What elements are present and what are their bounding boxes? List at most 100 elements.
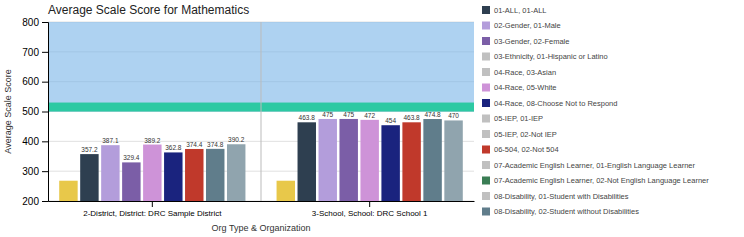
data-label: 374.4 <box>186 141 203 148</box>
data-label: 362.8 <box>165 144 182 151</box>
bar <box>402 122 420 201</box>
legend-swatch <box>482 53 490 61</box>
tick: 3-School, School: DRC School 1 <box>312 201 428 218</box>
tick-label: 3-School, School: DRC School 1 <box>312 209 428 218</box>
legend-label: 04-Race, 03-Asian <box>494 68 556 77</box>
tick: 500 <box>22 106 48 117</box>
legend-label: 07-Academic English Learner, 01-English … <box>494 161 695 170</box>
x-axis-title: Org Type & Organization <box>212 223 311 233</box>
legend-swatch <box>482 22 490 30</box>
plot-area <box>48 22 474 201</box>
bar <box>143 145 161 201</box>
data-label: 463.8 <box>299 114 316 121</box>
tick: 2-District, District: DRC Sample Distric… <box>83 201 222 218</box>
bar <box>339 119 357 201</box>
bar <box>227 144 245 201</box>
bar <box>185 149 203 201</box>
legend-item: 07-Academic English Learner, 02-Not Engl… <box>482 176 709 185</box>
legend-swatch <box>482 208 490 216</box>
tick-mark <box>42 171 48 172</box>
grid <box>48 22 474 201</box>
legend-swatch <box>482 161 490 169</box>
legend-item: 06-504, 02-Not 504 <box>482 145 559 154</box>
legend-item: 07-Academic English Learner, 01-English … <box>482 161 695 170</box>
legend-label: 08-Disability, 02-Student without Disabi… <box>494 207 639 216</box>
legend-swatch <box>482 146 490 154</box>
data-label: 389.2 <box>144 137 161 144</box>
bar <box>444 120 462 201</box>
bar <box>319 119 337 201</box>
legend-label: 05-IEP, 02-Not IEP <box>494 130 557 139</box>
bar <box>360 120 378 201</box>
legend-swatch <box>482 99 490 107</box>
tick-mark <box>42 201 48 202</box>
bar <box>122 162 140 201</box>
legend-label: 08-Disability, 01-Student with Disabilit… <box>494 192 629 201</box>
data-label: 329.4 <box>123 154 140 161</box>
legend-label: 06-504, 02-Not 504 <box>494 145 559 154</box>
data-label: 357.2 <box>81 146 98 153</box>
bar <box>277 181 295 201</box>
data-label: 475 <box>322 111 333 118</box>
bar <box>80 154 98 201</box>
axis-line <box>49 201 475 202</box>
x-axis: 2-District, District: DRC Sample Distric… <box>49 201 475 218</box>
bar <box>298 122 316 201</box>
legend-item: 05-IEP, 01-IEP <box>482 114 543 123</box>
legend-swatch <box>482 6 490 14</box>
bar <box>101 145 119 201</box>
y-axis-title: Average Scale Score <box>3 69 13 153</box>
legend-label: 04-Race, 08-Choose Not to Respond <box>494 99 617 108</box>
tick-label: 800 <box>22 17 39 28</box>
legend-swatch <box>482 192 490 200</box>
data-label: 474.8 <box>424 111 441 118</box>
tick-label: 700 <box>22 47 39 58</box>
data-label: 463.8 <box>403 114 420 121</box>
tick: 300 <box>22 166 48 177</box>
data-label: 470 <box>448 112 459 119</box>
legend-swatch <box>482 130 490 138</box>
legend-item: 03-Gender, 02-Female <box>482 37 569 46</box>
tick-mark <box>42 141 48 142</box>
legend-label: 01-ALL, 01-ALL <box>494 6 547 15</box>
legend: 01-ALL, 01-ALL 02-Gender, 01-Male 03-Gende… <box>482 6 709 217</box>
tick-label: 200 <box>22 196 39 207</box>
legend-label: 02-Gender, 01-Male <box>494 21 561 30</box>
legend-item: 04-Race, 05-White <box>482 83 557 92</box>
data-label: 374.8 <box>207 141 224 148</box>
legend-label: 03-Gender, 02-Female <box>494 37 569 46</box>
bar <box>206 149 224 201</box>
tick-label: 400 <box>22 136 39 147</box>
tick-mark <box>42 22 48 23</box>
legend-label: 07-Academic English Learner, 02-Not Engl… <box>494 176 709 185</box>
legend-item: 01-ALL, 01-ALL <box>482 6 547 15</box>
tick-label: 2-District, District: DRC Sample Distric… <box>83 209 222 218</box>
tick: 800 <box>22 17 48 28</box>
tick: 400 <box>22 136 48 147</box>
data-label: 475 <box>343 111 354 118</box>
legend-label: 05-IEP, 01-IEP <box>494 114 543 123</box>
y-axis: 200300400500600700800 <box>22 17 48 207</box>
tick-label: 500 <box>22 106 39 117</box>
bar <box>164 152 182 201</box>
legend-item: 02-Gender, 01-Male <box>482 21 561 30</box>
tick-mark <box>152 201 153 207</box>
legend-item: 04-Race, 08-Choose Not to Respond <box>482 99 617 108</box>
bar <box>59 181 77 201</box>
title: Average Scale Score for Mathematics <box>48 3 249 17</box>
tick-mark <box>42 52 48 53</box>
data-label: 390.2 <box>228 136 245 143</box>
tick: 700 <box>22 47 48 58</box>
bar <box>381 125 399 201</box>
axis-line <box>42 23 49 202</box>
data-label: 454 <box>385 117 396 124</box>
data-label: 387.1 <box>102 137 119 144</box>
tick-mark <box>369 201 370 207</box>
legend-item: 03-Ethnicity, 01-Hispanic or Latino <box>482 52 608 61</box>
tick-mark <box>42 112 48 113</box>
chart: 357.2463.8387.1475329.4475389.2472362.84… <box>0 0 744 237</box>
tick-mark <box>42 82 48 83</box>
group-divider <box>261 22 262 201</box>
legend-item: 08-Disability, 02-Student without Disabi… <box>482 207 639 216</box>
legend-item: 04-Race, 03-Asian <box>482 68 556 77</box>
